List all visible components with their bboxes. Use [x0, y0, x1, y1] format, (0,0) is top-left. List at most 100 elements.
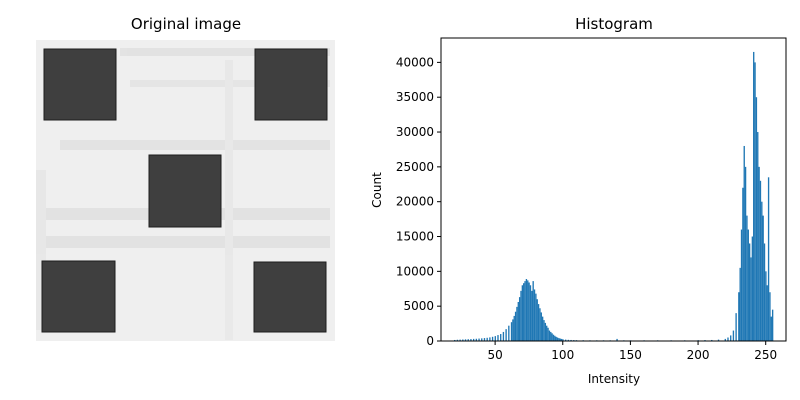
dark-square-top-right	[254, 48, 328, 121]
y-axis-ticks: 0 5000 10000 15000 20000 25000 30000 35000 40000	[396, 55, 441, 348]
x-tick-label: 250	[754, 348, 777, 362]
y-tick-label: 30000	[396, 125, 434, 139]
histogram-bar	[757, 132, 759, 341]
histogram-bar	[528, 282, 530, 341]
histogram-bar	[730, 335, 732, 341]
histogram-bar	[550, 331, 552, 341]
histogram-bar	[521, 285, 524, 341]
histogram-bar	[750, 257, 752, 341]
plot-frame	[440, 37, 787, 342]
histogram-bar	[548, 330, 551, 341]
histogram-bar	[766, 285, 768, 341]
histogram-bar	[552, 334, 555, 341]
histogram-bar	[748, 243, 751, 341]
histogram-bar	[551, 333, 553, 341]
histogram-bar	[761, 201, 763, 341]
dark-square-bottom-right	[253, 261, 327, 333]
histogram-bar	[547, 327, 549, 341]
histogram-bar	[717, 339, 720, 341]
histogram-bar	[535, 293, 537, 341]
histogram-bar	[514, 311, 517, 341]
dark-square-bottom-left	[41, 260, 116, 333]
histogram-bar	[517, 301, 519, 341]
histogram-bar	[564, 339, 567, 341]
x-tick-label: 50	[487, 348, 502, 362]
histogram-bar	[735, 313, 737, 341]
histogram-bar	[478, 338, 480, 341]
histogram-bar	[744, 166, 747, 341]
histogram-bar	[529, 285, 532, 341]
y-tick-label: 15000	[396, 230, 434, 244]
x-tick-label: 150	[619, 348, 642, 362]
histogram-bar	[524, 281, 526, 341]
histogram-chart: 50 100 150 200 250 0 5000 10000 15000 20000 25000…	[370, 37, 787, 386]
histogram-bar	[494, 336, 496, 341]
histogram-bar	[512, 319, 514, 341]
histogram-bar	[765, 271, 767, 341]
histogram-bar	[570, 339, 572, 341]
histogram-bar	[543, 320, 545, 341]
histogram-bar	[724, 338, 726, 341]
histogram-bar	[755, 97, 758, 342]
histogram-bars	[454, 51, 774, 342]
histogram-bar	[520, 290, 522, 341]
histogram-bar	[516, 306, 518, 341]
histogram-bar	[732, 330, 735, 341]
histogram-bar	[738, 292, 740, 341]
histogram-bar	[532, 281, 534, 341]
y-tick-label: 5000	[403, 299, 434, 313]
histogram-bar	[740, 229, 743, 341]
histogram-bar	[544, 322, 547, 341]
histogram-bar	[500, 334, 502, 341]
histogram-bar	[505, 329, 507, 341]
histogram-bar	[467, 339, 469, 341]
histogram-bar	[727, 337, 729, 341]
histogram-bar	[531, 290, 533, 341]
histogram-bar	[711, 339, 713, 341]
dark-square-top-left	[43, 48, 117, 121]
y-axis-label: Count	[370, 172, 384, 208]
histogram-bar	[472, 338, 475, 341]
histogram-bar	[454, 339, 456, 341]
histogram-bar	[769, 292, 771, 341]
histogram-bar	[751, 236, 754, 341]
histogram-bar	[510, 322, 513, 341]
histogram-bar	[742, 187, 744, 341]
histogram-bar	[558, 338, 560, 341]
y-tick-label: 40000	[396, 55, 434, 69]
histogram-bar	[770, 316, 772, 341]
histogram-bar	[555, 336, 557, 341]
histogram-bar	[489, 337, 491, 341]
histogram-bar	[533, 289, 536, 341]
histogram-bar	[491, 336, 494, 341]
dark-square-center	[148, 154, 222, 228]
histogram-bar	[763, 243, 766, 341]
histogram-bar	[462, 339, 464, 341]
histogram-bar	[497, 335, 499, 341]
original-image	[36, 40, 335, 341]
histogram-bar	[508, 325, 510, 341]
histogram-bar	[554, 335, 556, 341]
histogram-bar	[502, 331, 505, 341]
x-axis-ticks: 50 100 150 200 250	[487, 341, 777, 362]
histogram-bar	[481, 338, 483, 341]
histogram-bar	[758, 166, 760, 341]
histogram-bar	[518, 297, 521, 341]
histogram-bar	[525, 279, 528, 341]
histogram-bar	[536, 299, 538, 341]
histogram-bar	[762, 215, 764, 341]
histogram-bar	[486, 337, 488, 341]
histogram-bar	[771, 309, 774, 341]
histogram-bar	[523, 283, 525, 341]
histogram-bar	[459, 339, 461, 341]
histogram-bar	[556, 337, 559, 341]
histogram-bar	[483, 338, 486, 341]
y-tick-label: 10000	[396, 264, 434, 278]
histogram-bar	[456, 339, 459, 341]
histogram-bar	[475, 338, 478, 341]
histogram-bar	[616, 338, 618, 341]
histogram-bar	[747, 229, 749, 341]
histogram-bar	[464, 339, 467, 341]
histogram-bar	[754, 62, 756, 341]
